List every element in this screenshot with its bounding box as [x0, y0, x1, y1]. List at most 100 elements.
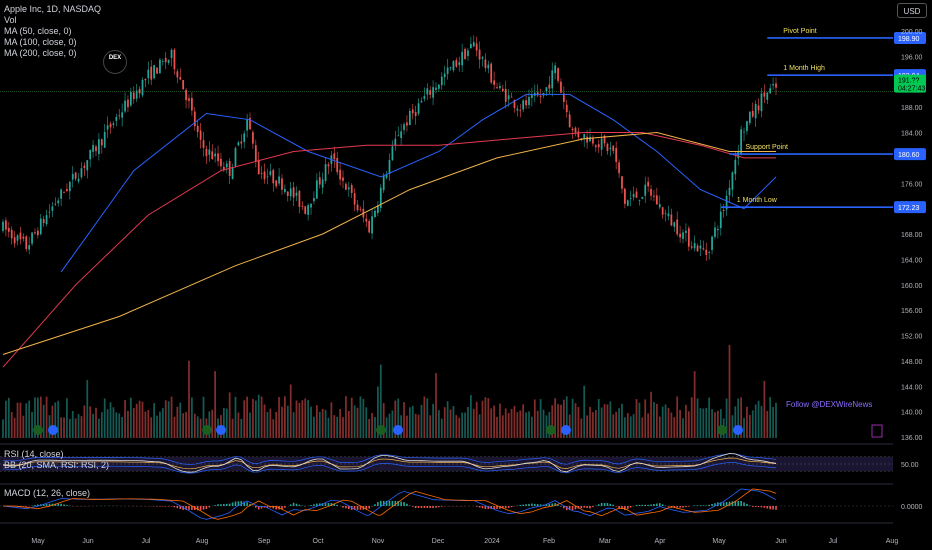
- volume-bar: [307, 400, 310, 438]
- indicator-ma200[interactable]: MA (200, close, 0): [4, 48, 77, 58]
- indicator-ma100[interactable]: MA (100, close, 0): [4, 37, 77, 47]
- candle-body: [438, 84, 440, 89]
- volume-bar: [92, 413, 94, 438]
- macd-bar: [214, 505, 216, 506]
- macd-bar: [528, 503, 530, 506]
- candle-body: [435, 87, 437, 90]
- volume-bar: [757, 400, 760, 438]
- y-tick-label: 136.00: [901, 435, 923, 442]
- macd-bar: [48, 503, 51, 506]
- symbol-title[interactable]: Apple Inc, 1D, NASDAQ: [4, 4, 102, 14]
- candle-body: [359, 208, 362, 210]
- y-tick-label: 140.00: [901, 410, 923, 417]
- candle-body: [687, 228, 690, 247]
- volume-bar: [240, 418, 243, 438]
- bb-title[interactable]: BB (20, SMA, RSI: RSI, 2): [4, 460, 110, 470]
- volume-bar: [725, 398, 728, 438]
- candle-body: [156, 67, 158, 74]
- volume-bar: [484, 397, 487, 438]
- volume-bar: [275, 411, 278, 438]
- macd-bar: [237, 501, 240, 506]
- candle-body: [42, 219, 45, 224]
- volume-bar: [83, 405, 86, 438]
- macd-bar: [391, 500, 394, 506]
- macd-bar: [560, 506, 562, 507]
- volume-bar: [481, 400, 484, 438]
- volume-bar: [717, 410, 719, 438]
- candle-body: [394, 138, 397, 146]
- candle-body: [560, 81, 562, 93]
- volume-bar: [179, 402, 182, 438]
- volume-bar: [464, 412, 466, 438]
- volume-bar: [315, 405, 318, 438]
- volume-bar: [98, 418, 100, 438]
- macd-bar: [618, 506, 620, 509]
- candle-body: [673, 222, 676, 227]
- candle-body: [260, 172, 263, 174]
- volume-bar: [467, 406, 469, 438]
- macd-bar: [63, 504, 65, 506]
- macd-bar: [478, 506, 481, 508]
- volume-bar: [118, 413, 121, 438]
- macd-bar: [205, 506, 208, 509]
- candle-body: [214, 153, 217, 157]
- candle-body: [426, 88, 429, 95]
- macd-bar: [775, 506, 777, 510]
- volume-bar: [740, 397, 742, 438]
- candle-body: [252, 132, 254, 144]
- candle-body: [237, 142, 240, 146]
- candle-body: [39, 218, 42, 235]
- macd-title[interactable]: MACD (12, 26, close): [4, 488, 91, 498]
- x-tick-label: 2024: [484, 538, 500, 545]
- indicator-vol[interactable]: Vol: [4, 15, 17, 25]
- volume-bar: [542, 409, 545, 438]
- macd-bar: [702, 505, 705, 506]
- candle-body: [382, 175, 385, 191]
- x-tick-label: May: [31, 538, 45, 545]
- macd-bar: [66, 505, 68, 506]
- volume-bar: [310, 406, 312, 438]
- candle-body: [696, 245, 699, 252]
- candle-body: [624, 188, 626, 204]
- volume-bar: [222, 407, 225, 438]
- volume-bar: [560, 404, 562, 438]
- volume-bar: [763, 380, 766, 438]
- macd-bar: [435, 506, 437, 508]
- volume-bar: [252, 399, 254, 438]
- rsi-title[interactable]: RSI (14, close): [4, 449, 64, 459]
- candle-body: [188, 98, 190, 101]
- volume-bar: [568, 414, 571, 438]
- candle-body: [377, 205, 379, 213]
- volume-bar: [339, 409, 341, 438]
- x-tick-label: Feb: [543, 538, 555, 545]
- candle-body: [414, 112, 417, 117]
- y-tick-label: 200.00: [901, 29, 923, 36]
- candle-body: [580, 138, 583, 140]
- indicator-ma50[interactable]: MA (50, close, 0): [4, 26, 72, 36]
- currency-button[interactable]: USD: [897, 3, 927, 18]
- volume-bar: [374, 417, 376, 438]
- candle-body: [57, 200, 60, 204]
- macd-bar: [499, 506, 501, 509]
- volume-bar: [685, 404, 687, 438]
- candle-body: [115, 116, 118, 121]
- macd-bar: [429, 506, 431, 508]
- candle-body: [722, 210, 725, 211]
- volume-bar: [775, 402, 777, 438]
- candle-body: [182, 80, 185, 90]
- macd-bar: [54, 503, 57, 506]
- macd-bar: [356, 506, 359, 510]
- candle-body: [246, 119, 248, 131]
- macd-bar: [571, 506, 574, 511]
- candle-body: [699, 245, 702, 249]
- candle-body: [496, 87, 498, 89]
- candle-body: [719, 211, 722, 229]
- macd-bar: [316, 503, 318, 506]
- macd-bar: [504, 506, 507, 509]
- candle-body: [565, 104, 568, 113]
- volume-bar: [167, 401, 170, 438]
- macd-histogram: [5, 500, 777, 511]
- candle-body: [522, 100, 525, 110]
- volume-bar: [80, 416, 83, 438]
